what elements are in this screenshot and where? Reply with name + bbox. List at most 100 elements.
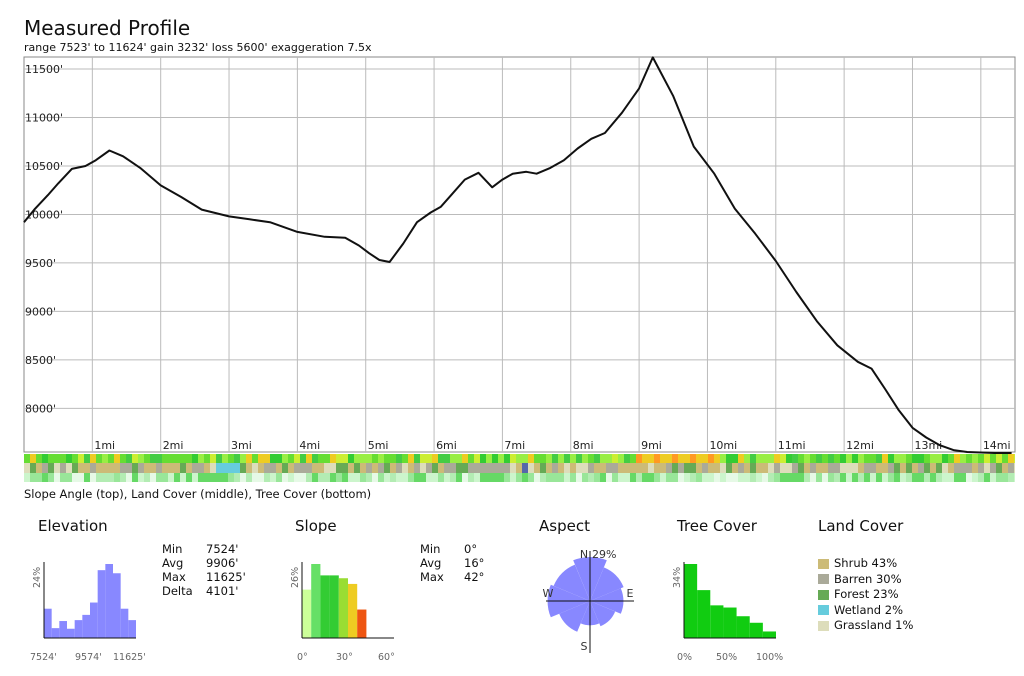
x-tick-label: 8mi: [573, 439, 594, 452]
tree-cover-strip-cell: [834, 473, 840, 482]
slope-strip-cell: [264, 454, 270, 463]
land-cover-strip-cell: [756, 463, 762, 473]
elevation-bar: [59, 621, 67, 638]
tree-cover-strip-cell: [324, 473, 330, 482]
slope-strip-cell: [444, 454, 450, 463]
tree-cover-strip-cell: [594, 473, 600, 482]
land-cover-strip-cell: [558, 463, 564, 473]
land-cover-strip-cell: [432, 463, 438, 473]
land-cover-strip-cell: [204, 463, 210, 473]
slope-strip-cell: [804, 454, 810, 463]
tree-cover-strip-cell: [666, 473, 672, 482]
land-cover-strip-cell: [564, 463, 570, 473]
tree-cover-strip-cell: [882, 473, 888, 482]
slope-strip-cell: [216, 454, 222, 463]
slope-strip-cell: [648, 454, 654, 463]
land-cover-strip-cell: [846, 463, 852, 473]
slope-strip-cell: [108, 454, 114, 463]
tree-cover-strip-cell: [438, 473, 444, 482]
x-tick-label: 10mi: [709, 439, 737, 452]
tree-cover-strip-cell: [792, 473, 798, 482]
tree-cover-strip-cell: [306, 473, 312, 482]
slope-strip-cell: [450, 454, 456, 463]
slope-strip-cell: [930, 454, 936, 463]
land-cover-strip-cell: [444, 463, 450, 473]
land-cover-strip-cell: [438, 463, 444, 473]
tree-cover-strip-cell: [150, 473, 156, 482]
slope-strip-cell: [816, 454, 822, 463]
tree-cover-strip-cell: [636, 473, 642, 482]
tree-cover-strip-cell: [408, 473, 414, 482]
land-cover-strip-cell: [366, 463, 372, 473]
land-cover-strip-cell: [840, 463, 846, 473]
tree-cover-section-title: Tree Cover: [677, 517, 757, 535]
slope-strip-cell: [72, 454, 78, 463]
land-cover-strip-cell: [516, 463, 522, 473]
tree-cover-strip-cell: [612, 473, 618, 482]
land-cover-strip-cell: [276, 463, 282, 473]
elevation-bar: [67, 628, 75, 638]
land-cover-strip-cell: [144, 463, 150, 473]
land-cover-strip-cell: [312, 463, 318, 473]
tree-cover-strip-cell: [66, 473, 72, 482]
land-cover-strip-cell: [354, 463, 360, 473]
elevation-y-label: 24%: [32, 567, 43, 588]
slope-strip-cell: [210, 454, 216, 463]
tree-cover-strip-cell: [540, 473, 546, 482]
land-cover-strip-cell: [792, 463, 798, 473]
aspect-sector: [590, 601, 616, 627]
slope-strip-cell: [504, 454, 510, 463]
tree-cover-strip-cell: [492, 473, 498, 482]
land-cover-strip-cell: [780, 463, 786, 473]
tree-cover-strip-cell: [360, 473, 366, 482]
elevation-stats: Min 7524' Avg 9906' Max 11625' Delta 4101': [162, 542, 246, 598]
tree-cover-strip-cell: [876, 473, 882, 482]
tree-cover-strip-cell: [570, 473, 576, 482]
land-cover-strip-cell: [258, 463, 264, 473]
tree-cover-strip-cell: [198, 473, 204, 482]
land-cover-strip-cell: [702, 463, 708, 473]
slope-strip-cell: [468, 454, 474, 463]
tree-cover-strip-cell: [330, 473, 336, 482]
land-cover-strip-cell: [504, 463, 510, 473]
tree-cover-strip-cell: [30, 473, 36, 482]
slope-strip-cell: [558, 454, 564, 463]
slope-strip-cell: [660, 454, 666, 463]
tree-cover-strip-cell: [264, 473, 270, 482]
land-cover-strip-cell: [588, 463, 594, 473]
slope-strip-cell: [258, 454, 264, 463]
x-tick-label: 5mi: [368, 439, 389, 452]
legend-item: Shrub 43%: [818, 556, 913, 572]
land-cover-strip-cell: [48, 463, 54, 473]
aspect-sector: [553, 564, 590, 601]
slope-strip-cell: [204, 454, 210, 463]
slope-strip-cell: [978, 454, 984, 463]
x-tick-label: 13mi: [914, 439, 942, 452]
land-cover-strip-cell: [198, 463, 204, 473]
slope-x-tick-max: 60°: [378, 652, 395, 663]
aspect-sector: [590, 567, 624, 601]
slope-strip-cell: [96, 454, 102, 463]
land-cover-strip-cell: [318, 463, 324, 473]
land-cover-strip-cell: [912, 463, 918, 473]
tree-cover-strip-cell: [366, 473, 372, 482]
slope-strip-cell: [528, 454, 534, 463]
land-cover-strip-cell: [102, 463, 108, 473]
land-cover-strip-cell: [156, 463, 162, 473]
slope-strip-cell: [240, 454, 246, 463]
slope-strip-cell: [996, 454, 1002, 463]
tree-cover-strip-cell: [444, 473, 450, 482]
tree-cover-strip-cell: [516, 473, 522, 482]
slope-strip-cell: [384, 454, 390, 463]
tree-cover-strip-cell: [846, 473, 852, 482]
tree-cover-strip-cell: [984, 473, 990, 482]
tree-cover-strip-cell: [312, 473, 318, 482]
x-tick-label: 7mi: [504, 439, 525, 452]
land-cover-strip-cell: [126, 463, 132, 473]
legend-swatch: [818, 605, 829, 616]
tree-cover-strip-cell: [918, 473, 924, 482]
tree-cover-strip-cell: [948, 473, 954, 482]
aspect-east-label: E: [627, 587, 634, 600]
slope-strip-cell: [114, 454, 120, 463]
tree-cover-strip-cell: [432, 473, 438, 482]
